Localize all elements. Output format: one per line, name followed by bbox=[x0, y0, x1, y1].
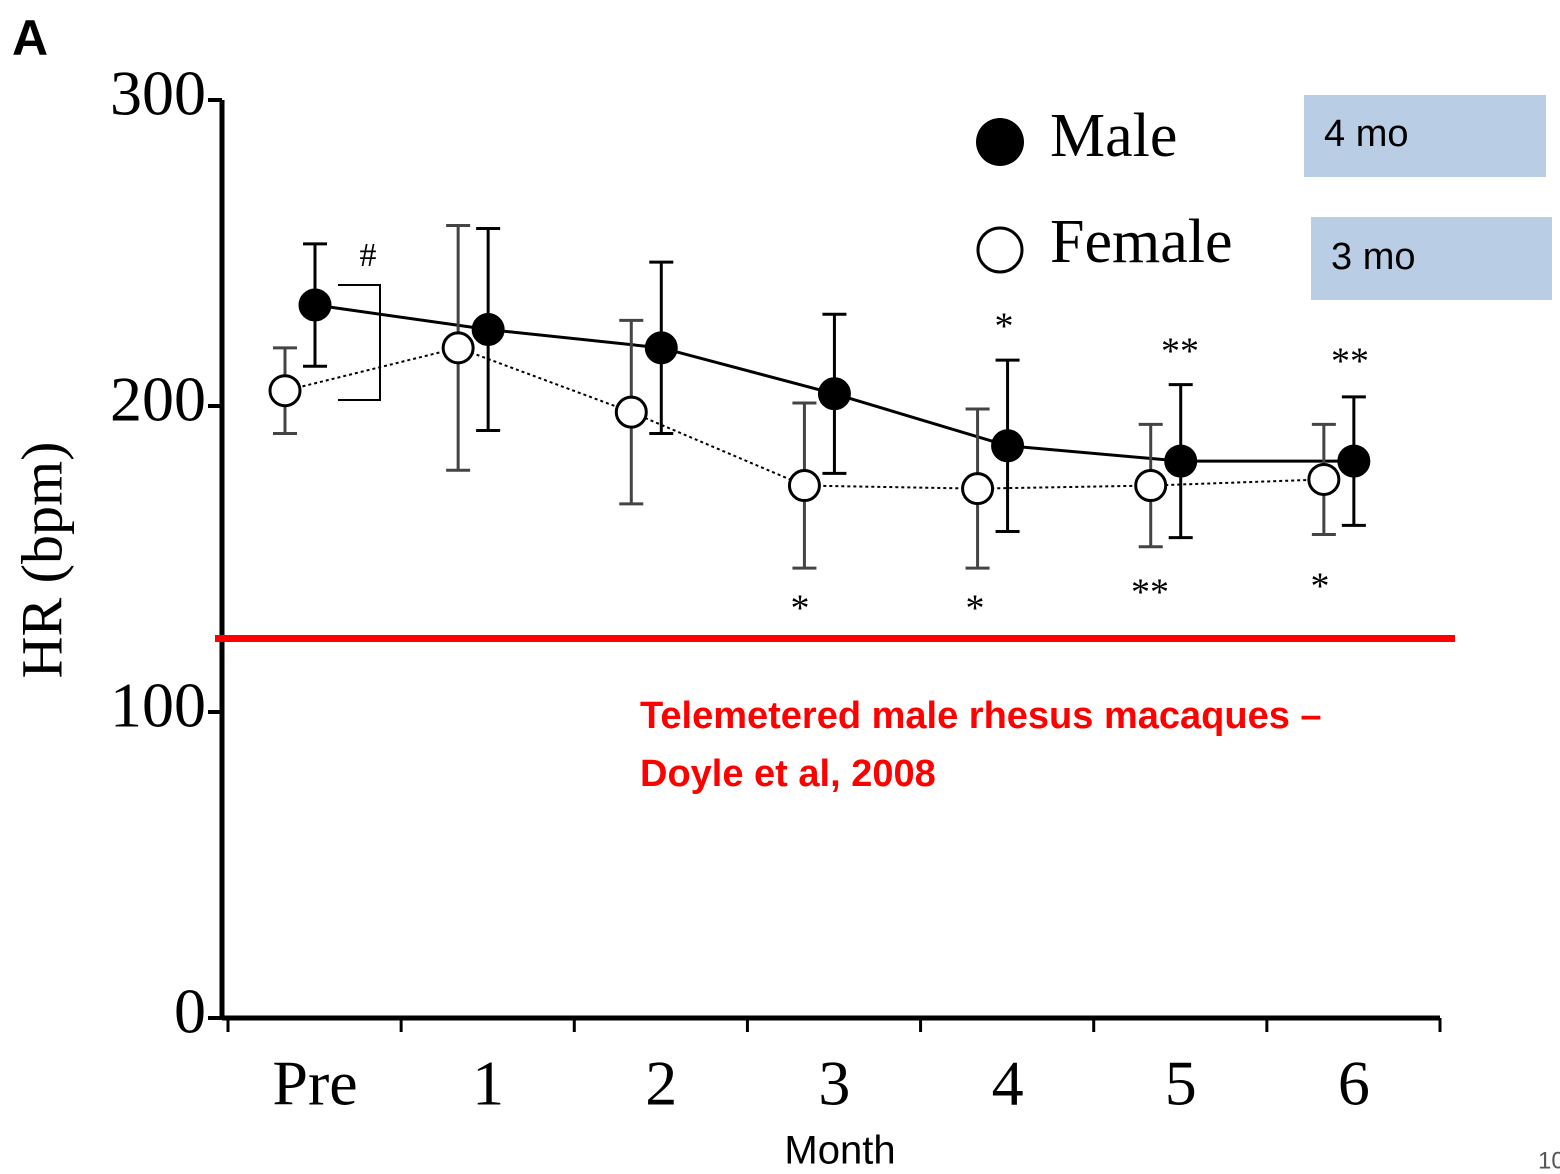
bracket bbox=[338, 284, 381, 401]
data-point bbox=[614, 395, 648, 429]
x-tick-label: 4 bbox=[992, 1048, 1024, 1119]
data-point bbox=[268, 374, 302, 408]
annotation: * bbox=[791, 588, 810, 630]
age-box-label: 3 mo bbox=[1331, 236, 1415, 278]
legend-marker bbox=[976, 118, 1024, 166]
panel-label: A bbox=[12, 10, 48, 66]
legend-label: Female bbox=[1050, 208, 1233, 276]
data-point bbox=[644, 331, 678, 365]
data-point bbox=[298, 288, 332, 322]
x-tick-label: Pre bbox=[272, 1048, 357, 1119]
data-point bbox=[1337, 444, 1371, 478]
y-tick-label: 300 bbox=[110, 58, 206, 129]
annotation: # bbox=[360, 237, 377, 274]
y-axis-label: HR (bpm) bbox=[9, 442, 74, 679]
legend-marker bbox=[976, 226, 1024, 274]
data-point bbox=[817, 377, 851, 411]
legend-label: Male bbox=[1050, 102, 1177, 170]
age-box bbox=[1304, 95, 1546, 177]
data-point bbox=[1134, 469, 1168, 503]
x-tick-label: 3 bbox=[818, 1048, 850, 1119]
y-tick-label: 0 bbox=[174, 976, 206, 1047]
age-box bbox=[1311, 217, 1552, 300]
age-box-label: 4 mo bbox=[1324, 113, 1408, 155]
annotation: ** bbox=[1131, 572, 1169, 614]
x-tick-label: 2 bbox=[645, 1048, 677, 1119]
data-point bbox=[471, 313, 505, 346]
data-point bbox=[1164, 444, 1198, 478]
x-axis-label: Month bbox=[784, 1129, 895, 1173]
data-point bbox=[1307, 462, 1341, 496]
reference-label: Telemetered male rhesus macaques – bbox=[640, 695, 1322, 737]
data-point bbox=[991, 429, 1025, 463]
data-point bbox=[787, 469, 821, 503]
annotation: ** bbox=[1331, 341, 1369, 383]
reference-label: Doyle et al, 2008 bbox=[640, 753, 936, 795]
annotation: ** bbox=[1161, 331, 1199, 373]
x-tick-label: 6 bbox=[1338, 1048, 1370, 1119]
y-tick-label: 200 bbox=[110, 364, 206, 435]
data-point bbox=[441, 331, 475, 365]
annotation: * bbox=[995, 306, 1014, 348]
data-point bbox=[961, 472, 995, 506]
x-tick-label: 5 bbox=[1165, 1048, 1197, 1119]
annotation: * bbox=[1311, 566, 1330, 608]
x-tick-label: 1 bbox=[472, 1048, 504, 1119]
annotation: * bbox=[966, 588, 985, 630]
page-number: 10 bbox=[1538, 1147, 1560, 1174]
y-tick-label: 100 bbox=[110, 670, 206, 741]
